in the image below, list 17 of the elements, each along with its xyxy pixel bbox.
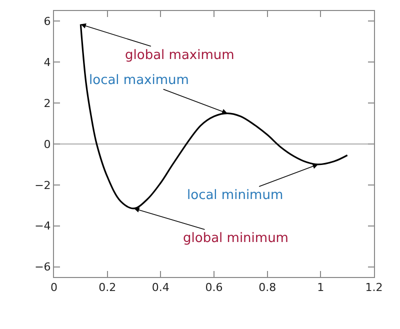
y-tick-label: 0 [44,138,51,151]
y-tick-label: −6 [34,260,51,274]
x-tick-label: 0.4 [152,281,170,294]
x-tick-label: 0.6 [205,281,223,294]
annotation: local minimum [187,188,284,203]
y-tick-label: 4 [44,56,51,69]
annotation: global maximum [125,48,234,63]
x-tick-label: 0.2 [98,281,116,294]
y-tick-label: 6 [44,15,51,28]
annotation: global minimum [183,231,288,246]
y-tick-label: 2 [44,96,51,110]
annotation: local maximum [89,73,189,88]
x-tick-label: 1 [317,281,324,294]
y-tick-label: −4 [34,220,51,233]
x-tick-label: 0.8 [258,281,276,294]
x-tick-label: 1.2 [365,281,383,294]
y-tick-label: −2 [34,178,51,192]
